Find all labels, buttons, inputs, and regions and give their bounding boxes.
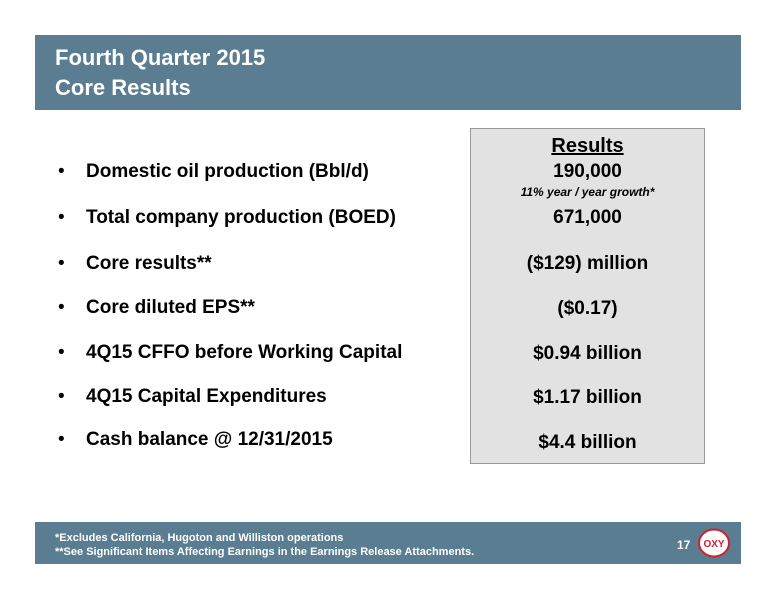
footnote-exclusions: *Excludes California, Hugoton and Willis… (55, 532, 344, 544)
bullet-icon: • (58, 386, 65, 407)
bullet-item-domestic-oil: • Domestic oil production (Bbl/d) (58, 161, 369, 183)
page-number: 17 (677, 538, 691, 552)
result-value-core-eps: ($0.17) (557, 298, 618, 319)
oxy-logo-icon: OXY (698, 528, 730, 558)
footnote-significant-items: **See Significant Items Affecting Earnin… (55, 546, 475, 558)
result-value-total-production: 671,000 (553, 207, 622, 228)
page-subtitle: Core Results (55, 75, 191, 100)
title-bar: Fourth Quarter 2015 Core Results (35, 35, 741, 110)
results-panel: Results 190,000 11% year / year growth* … (470, 128, 705, 464)
bullet-label: Domestic oil production (Bbl/d) (86, 161, 369, 182)
bullet-item-total-production: • Total company production (BOED) (58, 207, 396, 229)
result-value-domestic-oil: 190,000 (553, 161, 622, 182)
bullet-label: 4Q15 CFFO before Working Capital (86, 342, 403, 363)
bullet-icon: • (58, 429, 65, 450)
bullet-icon: • (58, 297, 65, 318)
bullet-icon: • (58, 161, 65, 182)
bullet-item-cash-balance: • Cash balance @ 12/31/2015 (58, 429, 333, 451)
bullet-item-cffo: • 4Q15 CFFO before Working Capital (58, 342, 402, 364)
result-value-cffo: $0.94 billion (533, 343, 642, 364)
result-value-core-results: ($129) million (526, 253, 649, 274)
footer-bar: *Excludes California, Hugoton and Willis… (35, 522, 741, 564)
bullet-label: Total company production (BOED) (86, 207, 396, 228)
bullet-icon: • (58, 253, 65, 274)
logo-text: OXY (703, 539, 724, 550)
bullet-icon: • (58, 207, 65, 228)
bullet-label: Core results** (86, 253, 212, 274)
bullet-label: 4Q15 Capital Expenditures (86, 386, 327, 407)
bullet-item-core-eps: • Core diluted EPS** (58, 297, 255, 319)
bullet-label: Cash balance @ 12/31/2015 (86, 429, 333, 450)
bullet-icon: • (58, 342, 65, 363)
growth-note: 11% year / year growth* (520, 185, 655, 199)
bullet-label: Core diluted EPS** (86, 297, 255, 318)
page-title: Fourth Quarter 2015 (55, 45, 266, 70)
result-value-capex: $1.17 billion (533, 387, 642, 408)
results-heading: Results (551, 135, 624, 157)
bullet-item-capex: • 4Q15 Capital Expenditures (58, 386, 327, 408)
bullet-item-core-results: • Core results** (58, 253, 212, 275)
result-value-cash-balance: $4.4 billion (538, 432, 637, 453)
